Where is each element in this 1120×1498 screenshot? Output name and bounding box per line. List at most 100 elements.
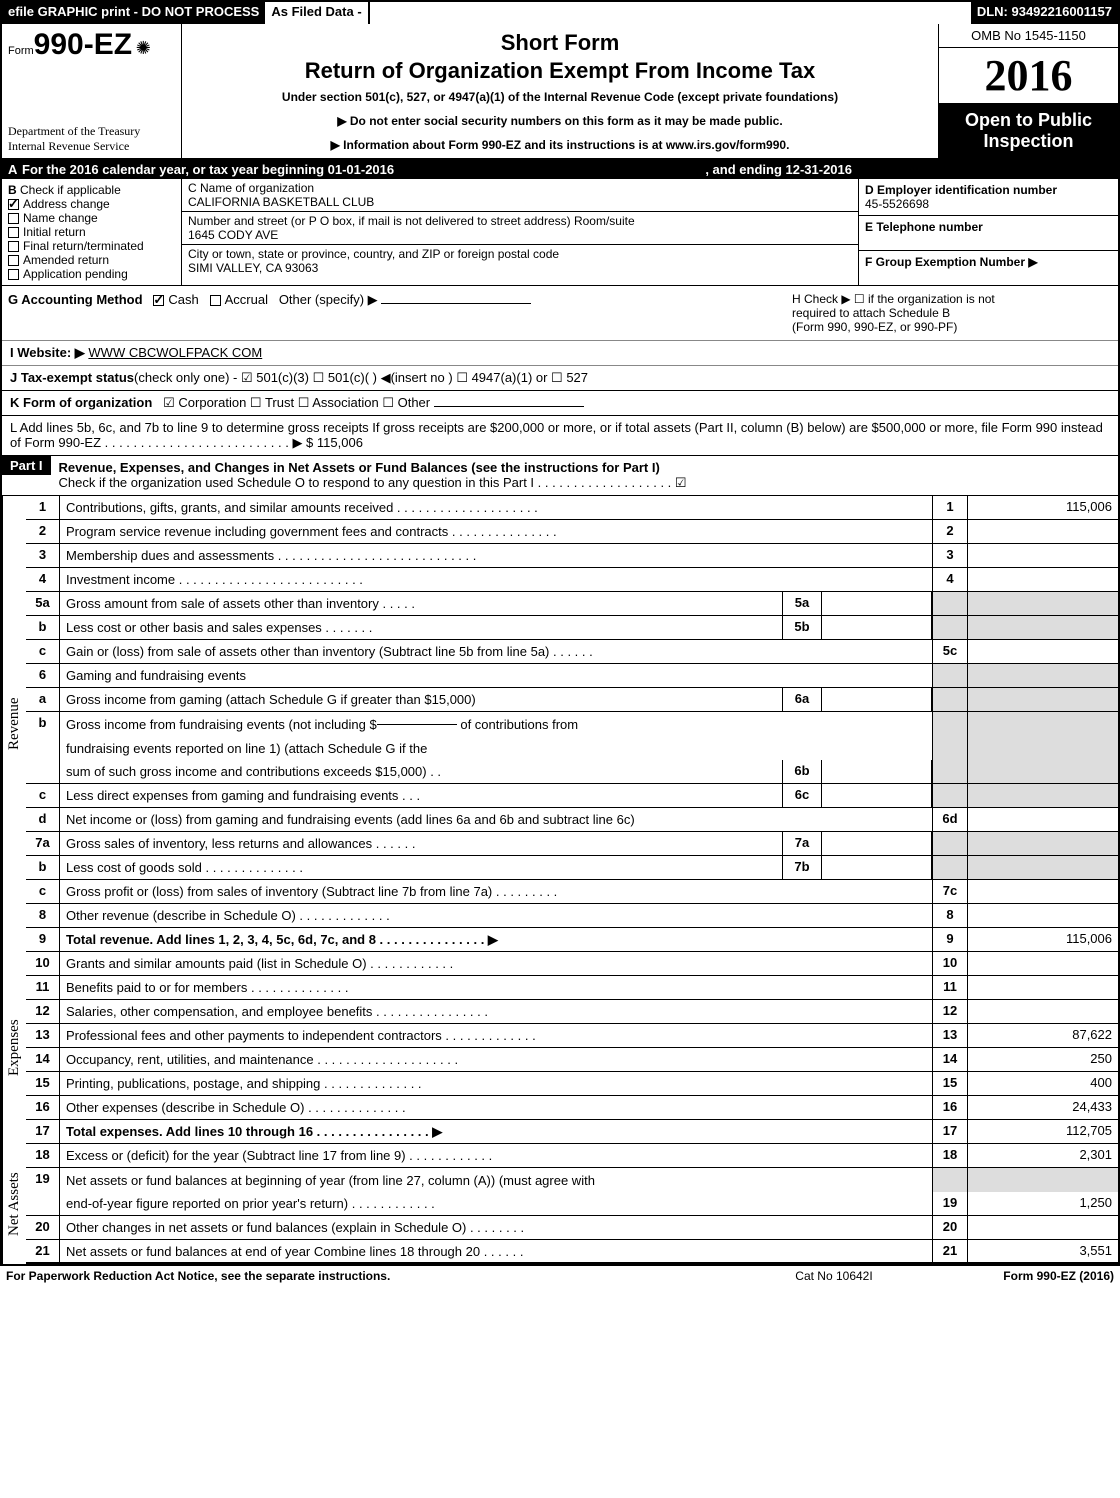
- line-6b-greyamt3: [968, 760, 1118, 783]
- line-5c-desc: Gain or (loss) from sale of assets other…: [60, 640, 932, 663]
- checkbox-address-change[interactable]: [8, 199, 19, 210]
- line-5c-num: c: [26, 640, 60, 663]
- line-16-num: 16: [26, 1096, 60, 1119]
- line-13: 13 Professional fees and other payments …: [26, 1024, 1118, 1048]
- line-19-box: 19: [932, 1192, 968, 1215]
- line-6b-greyamt1: [968, 712, 1118, 736]
- title-short-form: Short Form: [192, 30, 928, 56]
- line-6b-blank[interactable]: [377, 724, 457, 725]
- line-7a-num: 7a: [26, 832, 60, 855]
- line-5a-greybox: [932, 592, 968, 615]
- j-rest: (check only one) - ☑ 501(c)(3) ☐ 501(c)(…: [134, 370, 588, 385]
- line-1-desc: Contributions, gifts, grants, and simila…: [60, 496, 932, 519]
- h-line-3: (Form 990, 990-EZ, or 990-PF): [792, 320, 1112, 334]
- line-6c-num: c: [26, 784, 60, 807]
- line-5b-subval: [822, 616, 932, 639]
- line-7b-greyamt: [968, 856, 1118, 879]
- form-header: Form990-EZ ✺ Department of the Treasury …: [2, 24, 1118, 160]
- b-item-1-label: Name change: [23, 211, 98, 225]
- line-9: 9 Total revenue. Add lines 1, 2, 3, 4, 5…: [26, 928, 1118, 952]
- line-6b-1: b Gross income from fundraising events (…: [26, 712, 1118, 736]
- line-5a-subval: [822, 592, 932, 615]
- line-6b-d1: Gross income from fundraising events (no…: [66, 717, 377, 732]
- line-19-d1: Net assets or fund balances at beginning…: [60, 1168, 932, 1192]
- line-6d-amt: [968, 808, 1118, 831]
- line-14-num: 14: [26, 1048, 60, 1071]
- line-6: 6 Gaming and fundraising events: [26, 664, 1118, 688]
- page-footer: For Paperwork Reduction Act Notice, see …: [0, 1266, 1120, 1286]
- k-rest: ☑ Corporation ☐ Trust ☐ Association ☐ Ot…: [163, 395, 430, 410]
- g-other: Other (specify) ▶: [279, 292, 378, 307]
- d-label: D Employer identification number: [865, 183, 1057, 197]
- checkbox-cash[interactable]: [153, 295, 164, 306]
- c-street-block: Number and street (or P O box, if mail i…: [182, 212, 858, 245]
- line-j: J Tax-exempt status(check only one) - ☑ …: [2, 365, 1118, 390]
- b-item-1: Name change: [8, 211, 175, 225]
- line-3: 3 Membership dues and assessments . . . …: [26, 544, 1118, 568]
- line-12-amt: [968, 1000, 1118, 1023]
- line-6-greybox: [932, 664, 968, 687]
- subtitle: Under section 501(c), 527, or 4947(a)(1)…: [192, 90, 928, 104]
- line-7a-desc: Gross sales of inventory, less returns a…: [60, 832, 782, 855]
- c-street-value: 1645 CODY AVE: [188, 228, 852, 242]
- irs-seal-icon: ✺: [136, 38, 158, 60]
- line-1: 1 Contributions, gifts, grants, and simi…: [26, 496, 1118, 520]
- line-19-amt: 1,250: [968, 1192, 1118, 1215]
- line-6-desc: Gaming and fundraising events: [60, 664, 932, 687]
- j-label: J Tax-exempt status: [10, 370, 134, 385]
- line-1-num: 1: [26, 496, 60, 519]
- line-6b-num2: [26, 736, 60, 760]
- line-6d-box: 6d: [932, 808, 968, 831]
- line-15-num: 15: [26, 1072, 60, 1095]
- b-item-3: Final return/terminated: [8, 239, 175, 253]
- checkbox-final-return[interactable]: [8, 241, 19, 252]
- b-item-4: Amended return: [8, 253, 175, 267]
- b-item-0-label: Address change: [23, 197, 110, 211]
- g-other-line[interactable]: [381, 303, 531, 304]
- line-7a-sub: 7a: [782, 832, 822, 855]
- k-other-line[interactable]: [434, 406, 584, 407]
- line-19-num2: [26, 1192, 60, 1215]
- checkbox-name-change[interactable]: [8, 213, 19, 224]
- b-label: B: [8, 183, 17, 197]
- line-7b-subval: [822, 856, 932, 879]
- part-i-table: Revenue 1 Contributions, gifts, grants, …: [2, 495, 1118, 1264]
- line-6b-num: b: [26, 712, 60, 736]
- checkbox-initial-return[interactable]: [8, 227, 19, 238]
- line-6c-subval: [822, 784, 932, 807]
- line-19-1: 19 Net assets or fund balances at beginn…: [26, 1168, 1118, 1192]
- line-9-amt: 115,006: [968, 928, 1118, 951]
- dln-label: DLN: 93492216001157: [971, 2, 1118, 24]
- line-6c-greybox: [932, 784, 968, 807]
- k-label: K Form of organization: [10, 395, 152, 410]
- line-6a-greybox: [932, 688, 968, 711]
- line-5b-greybox: [932, 616, 968, 639]
- line-17-amt: 112,705: [968, 1120, 1118, 1143]
- line-20-desc: Other changes in net assets or fund bala…: [60, 1216, 932, 1239]
- line-8: 8 Other revenue (describe in Schedule O)…: [26, 904, 1118, 928]
- line-20-num: 20: [26, 1216, 60, 1239]
- line-2: 2 Program service revenue including gove…: [26, 520, 1118, 544]
- checkbox-amended-return[interactable]: [8, 255, 19, 266]
- line-15-amt: 400: [968, 1072, 1118, 1095]
- line-8-desc: Other revenue (describe in Schedule O) .…: [60, 904, 932, 927]
- c-city-value: SIMI VALLEY, CA 93063: [188, 261, 852, 275]
- line-19-d2: end-of-year figure reported on prior yea…: [60, 1192, 932, 1215]
- line-14-box: 14: [932, 1048, 968, 1071]
- c-city-block: City or town, state or province, country…: [182, 245, 858, 277]
- line-3-amt: [968, 544, 1118, 567]
- line-10: 10 Grants and similar amounts paid (list…: [26, 952, 1118, 976]
- line-5c-box: 5c: [932, 640, 968, 663]
- line-17-num: 17: [26, 1120, 60, 1143]
- g-cash: Cash: [168, 292, 198, 307]
- c-name-value: CALIFORNIA BASKETBALL CLUB: [188, 195, 852, 209]
- checkbox-accrual[interactable]: [210, 295, 221, 306]
- i-value[interactable]: WWW CBCWOLFPACK COM: [88, 345, 262, 360]
- line-6b-subval: [822, 760, 932, 783]
- line-6b-d4: sum of such gross income and contributio…: [60, 760, 782, 783]
- part-i-label: Part I: [2, 456, 51, 475]
- line-i: I Website: ▶ WWW CBCWOLFPACK COM: [2, 340, 1118, 365]
- d-block: D Employer identification number 45-5526…: [859, 179, 1118, 216]
- header-right: OMB No 1545-1150 2016 Open to Public Ins…: [938, 24, 1118, 158]
- checkbox-application-pending[interactable]: [8, 269, 19, 280]
